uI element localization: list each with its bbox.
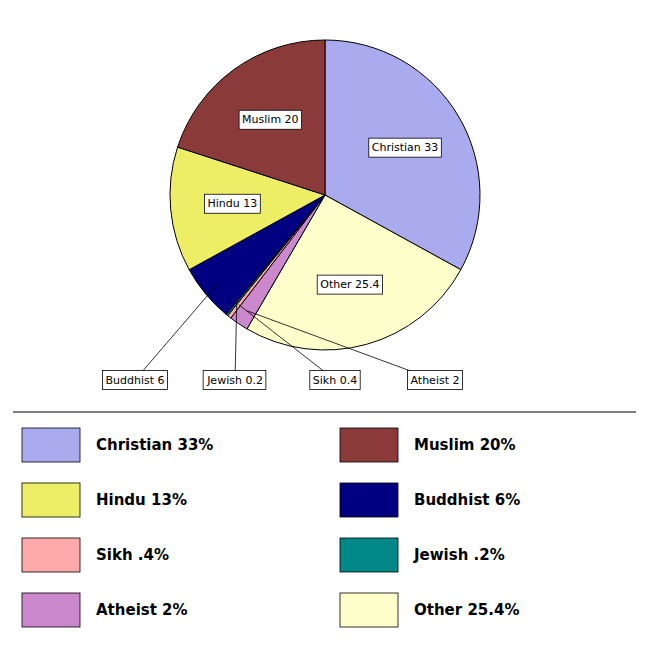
legend-swatch — [22, 483, 80, 517]
slice-label-box: Atheist 2 — [408, 371, 463, 390]
slice-label-box: Other 25.4 — [317, 275, 382, 294]
label-box — [205, 194, 261, 213]
slice-label-box: Jewish 0.2 — [203, 371, 266, 390]
slice-labels: Christian 33 Other 25.4 Hindu 13 Muslim 20 B… — [102, 110, 462, 389]
pie — [170, 40, 480, 350]
leader-line — [235, 303, 237, 380]
leader-line — [247, 311, 435, 380]
legend-swatch — [340, 483, 398, 517]
slice-label: Christian 33 — [372, 141, 439, 154]
legend-swatch — [340, 593, 398, 627]
legend-label: Christian 33% — [96, 436, 213, 454]
slice-label-box: Sikh 0.4 — [310, 371, 360, 390]
label-box — [310, 371, 360, 390]
legend-label: Other 25.4% — [414, 601, 519, 619]
slice-label: Hindu 13 — [208, 197, 258, 210]
legend-swatch — [340, 538, 398, 572]
label-box — [203, 371, 266, 390]
chart: Christian 33 Other 25.4 Hindu 13 Muslim 20 B… — [0, 0, 649, 663]
legend-label: Jewish .2% — [413, 546, 505, 564]
slice-label-box: Buddhist 6 — [102, 371, 167, 390]
legend-swatch — [22, 593, 80, 627]
legend-label: Buddhist 6% — [414, 491, 520, 509]
label-box — [369, 138, 442, 157]
slice-label-box: Hindu 13 — [205, 194, 261, 213]
slice-label: Atheist 2 — [411, 374, 460, 387]
slice-label: Muslim 20 — [242, 113, 299, 126]
pie-slice — [178, 40, 325, 195]
slice-label: Sikh 0.4 — [313, 374, 357, 387]
legend-label: Atheist 2% — [96, 601, 188, 619]
slice-label: Jewish 0.2 — [206, 374, 263, 387]
separator — [13, 412, 636, 413]
legend-label: Sikh .4% — [96, 546, 169, 564]
label-box — [102, 371, 167, 390]
slice-label: Other 25.4 — [320, 278, 379, 291]
legend: Christian 33% Muslim 20% Hindu 13% Buddhist… — [22, 428, 520, 627]
legend-swatch — [22, 428, 80, 462]
leader-line — [239, 305, 335, 380]
label-box — [408, 371, 463, 390]
leader-line — [135, 284, 218, 380]
legend-label: Hindu 13% — [96, 491, 187, 509]
slice-label-box: Christian 33 — [369, 138, 442, 157]
legend-swatch — [22, 538, 80, 572]
slice-label: Buddhist 6 — [105, 374, 164, 387]
label-box — [317, 275, 382, 294]
label-box — [239, 110, 302, 129]
legend-swatch — [340, 428, 398, 462]
slice-label-box: Muslim 20 — [239, 110, 302, 129]
legend-label: Muslim 20% — [414, 436, 516, 454]
